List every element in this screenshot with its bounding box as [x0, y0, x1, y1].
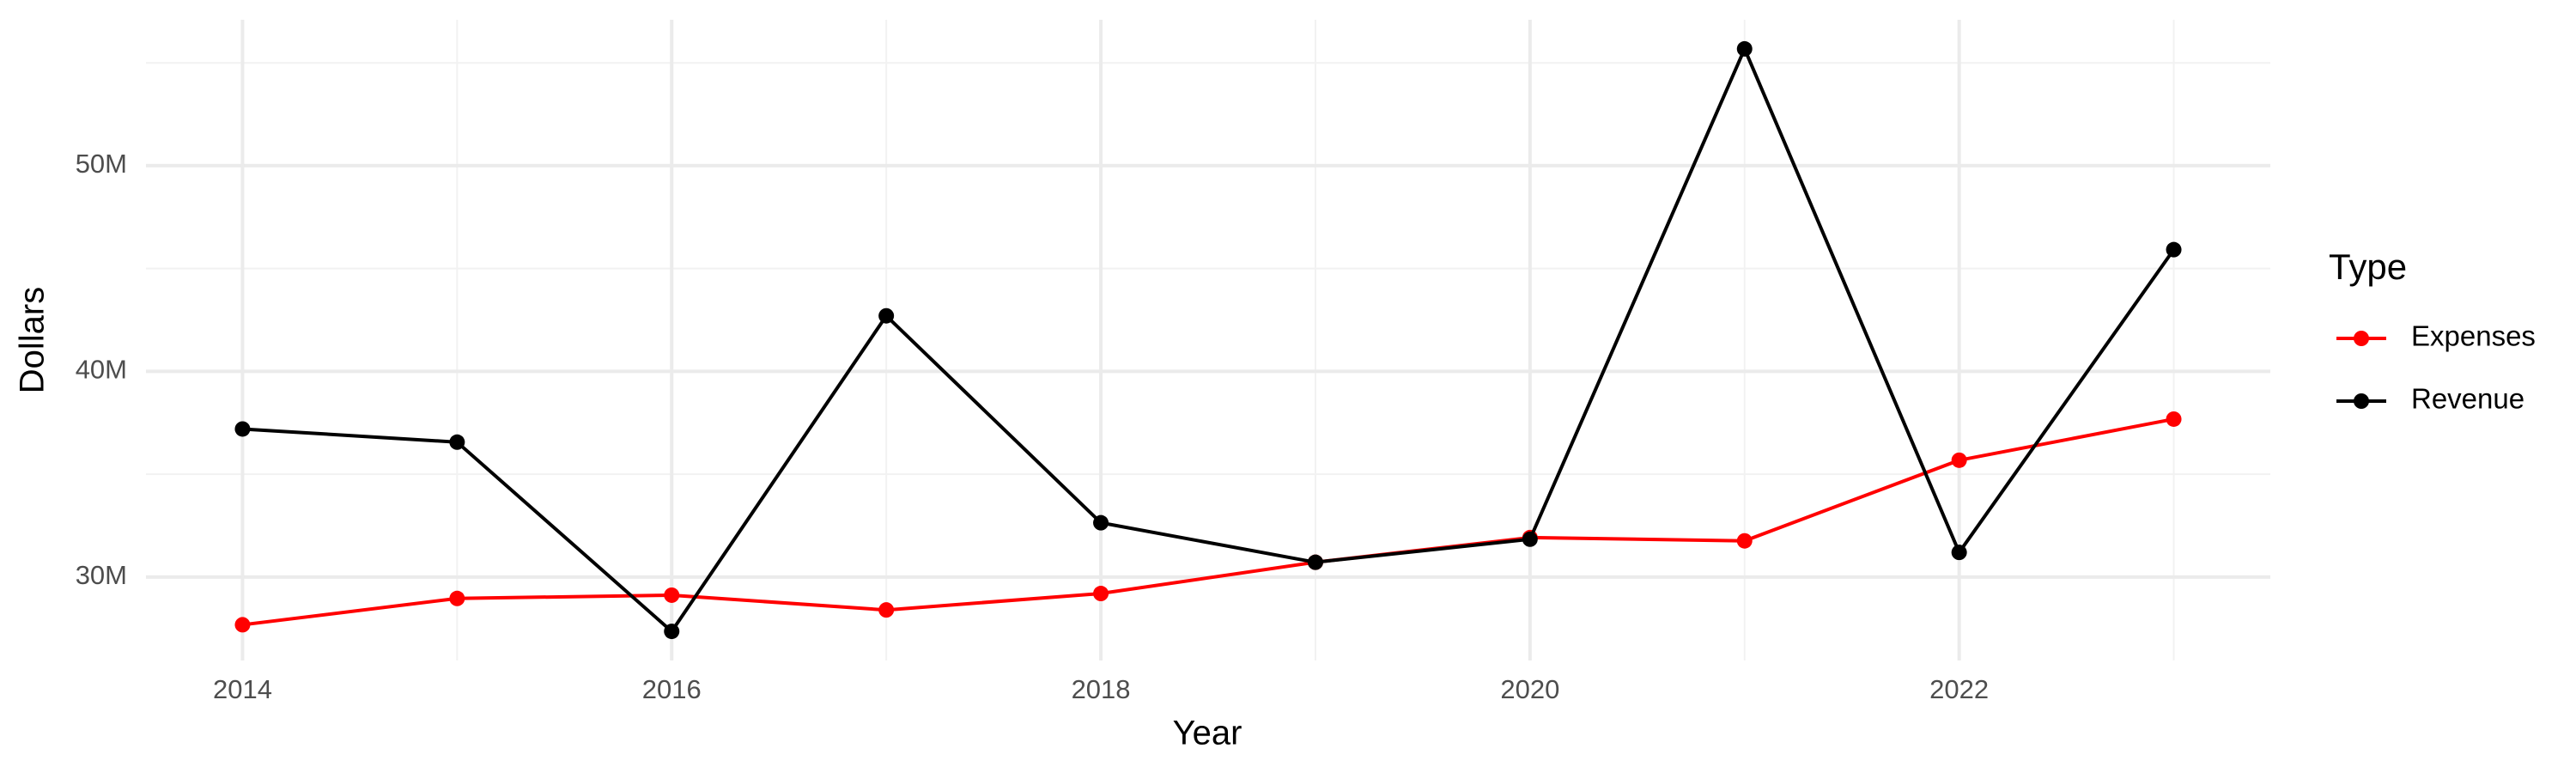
data-point: [1736, 40, 1753, 57]
y-tick-label: 50M: [76, 149, 127, 179]
data-point: [1307, 554, 1323, 570]
data-point: [1093, 586, 1109, 602]
data-point: [878, 602, 895, 618]
data-point: [878, 307, 895, 324]
data-point: [1093, 514, 1109, 531]
y-tick-label: 30M: [76, 560, 127, 590]
y-axis-title: Dollars: [14, 287, 52, 393]
x-tick-label: 2016: [642, 674, 702, 704]
x-tick-label: 2020: [1500, 674, 1559, 704]
data-point: [2166, 411, 2182, 427]
data-point: [449, 434, 465, 450]
data-point: [664, 624, 680, 640]
data-point: [1951, 452, 1967, 468]
x-tick-label: 2018: [1072, 674, 1131, 704]
data-point: [1736, 533, 1753, 549]
data-point: [234, 421, 251, 437]
x-tick-label: 2014: [213, 674, 272, 704]
data-point: [234, 617, 251, 633]
x-axis-title: Year: [1173, 715, 1242, 752]
y-tick-label: 40M: [76, 355, 127, 385]
data-point: [664, 587, 680, 603]
legend-key-point: [2354, 393, 2369, 409]
data-point: [1522, 531, 1538, 547]
legend-key-point: [2354, 331, 2369, 346]
series-line: [242, 44, 2176, 635]
data-point: [449, 590, 465, 606]
legend-label: Expenses: [2411, 320, 2536, 352]
series-line: [242, 417, 2174, 627]
data-point: [1951, 545, 1967, 561]
x-tick-label: 2022: [1929, 674, 1989, 704]
legend-label: Revenue: [2411, 383, 2524, 415]
legend-title: Type: [2329, 247, 2407, 287]
data-point: [2166, 241, 2182, 258]
